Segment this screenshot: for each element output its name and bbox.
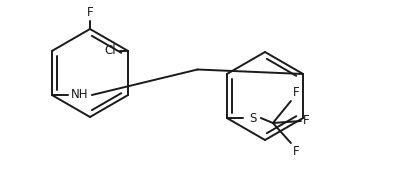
Text: F: F (87, 6, 93, 19)
Text: Cl: Cl (105, 44, 116, 57)
Text: NH: NH (71, 89, 89, 102)
Text: F: F (293, 145, 300, 158)
Text: F: F (293, 86, 300, 99)
Text: F: F (303, 115, 310, 128)
Text: S: S (249, 111, 257, 124)
